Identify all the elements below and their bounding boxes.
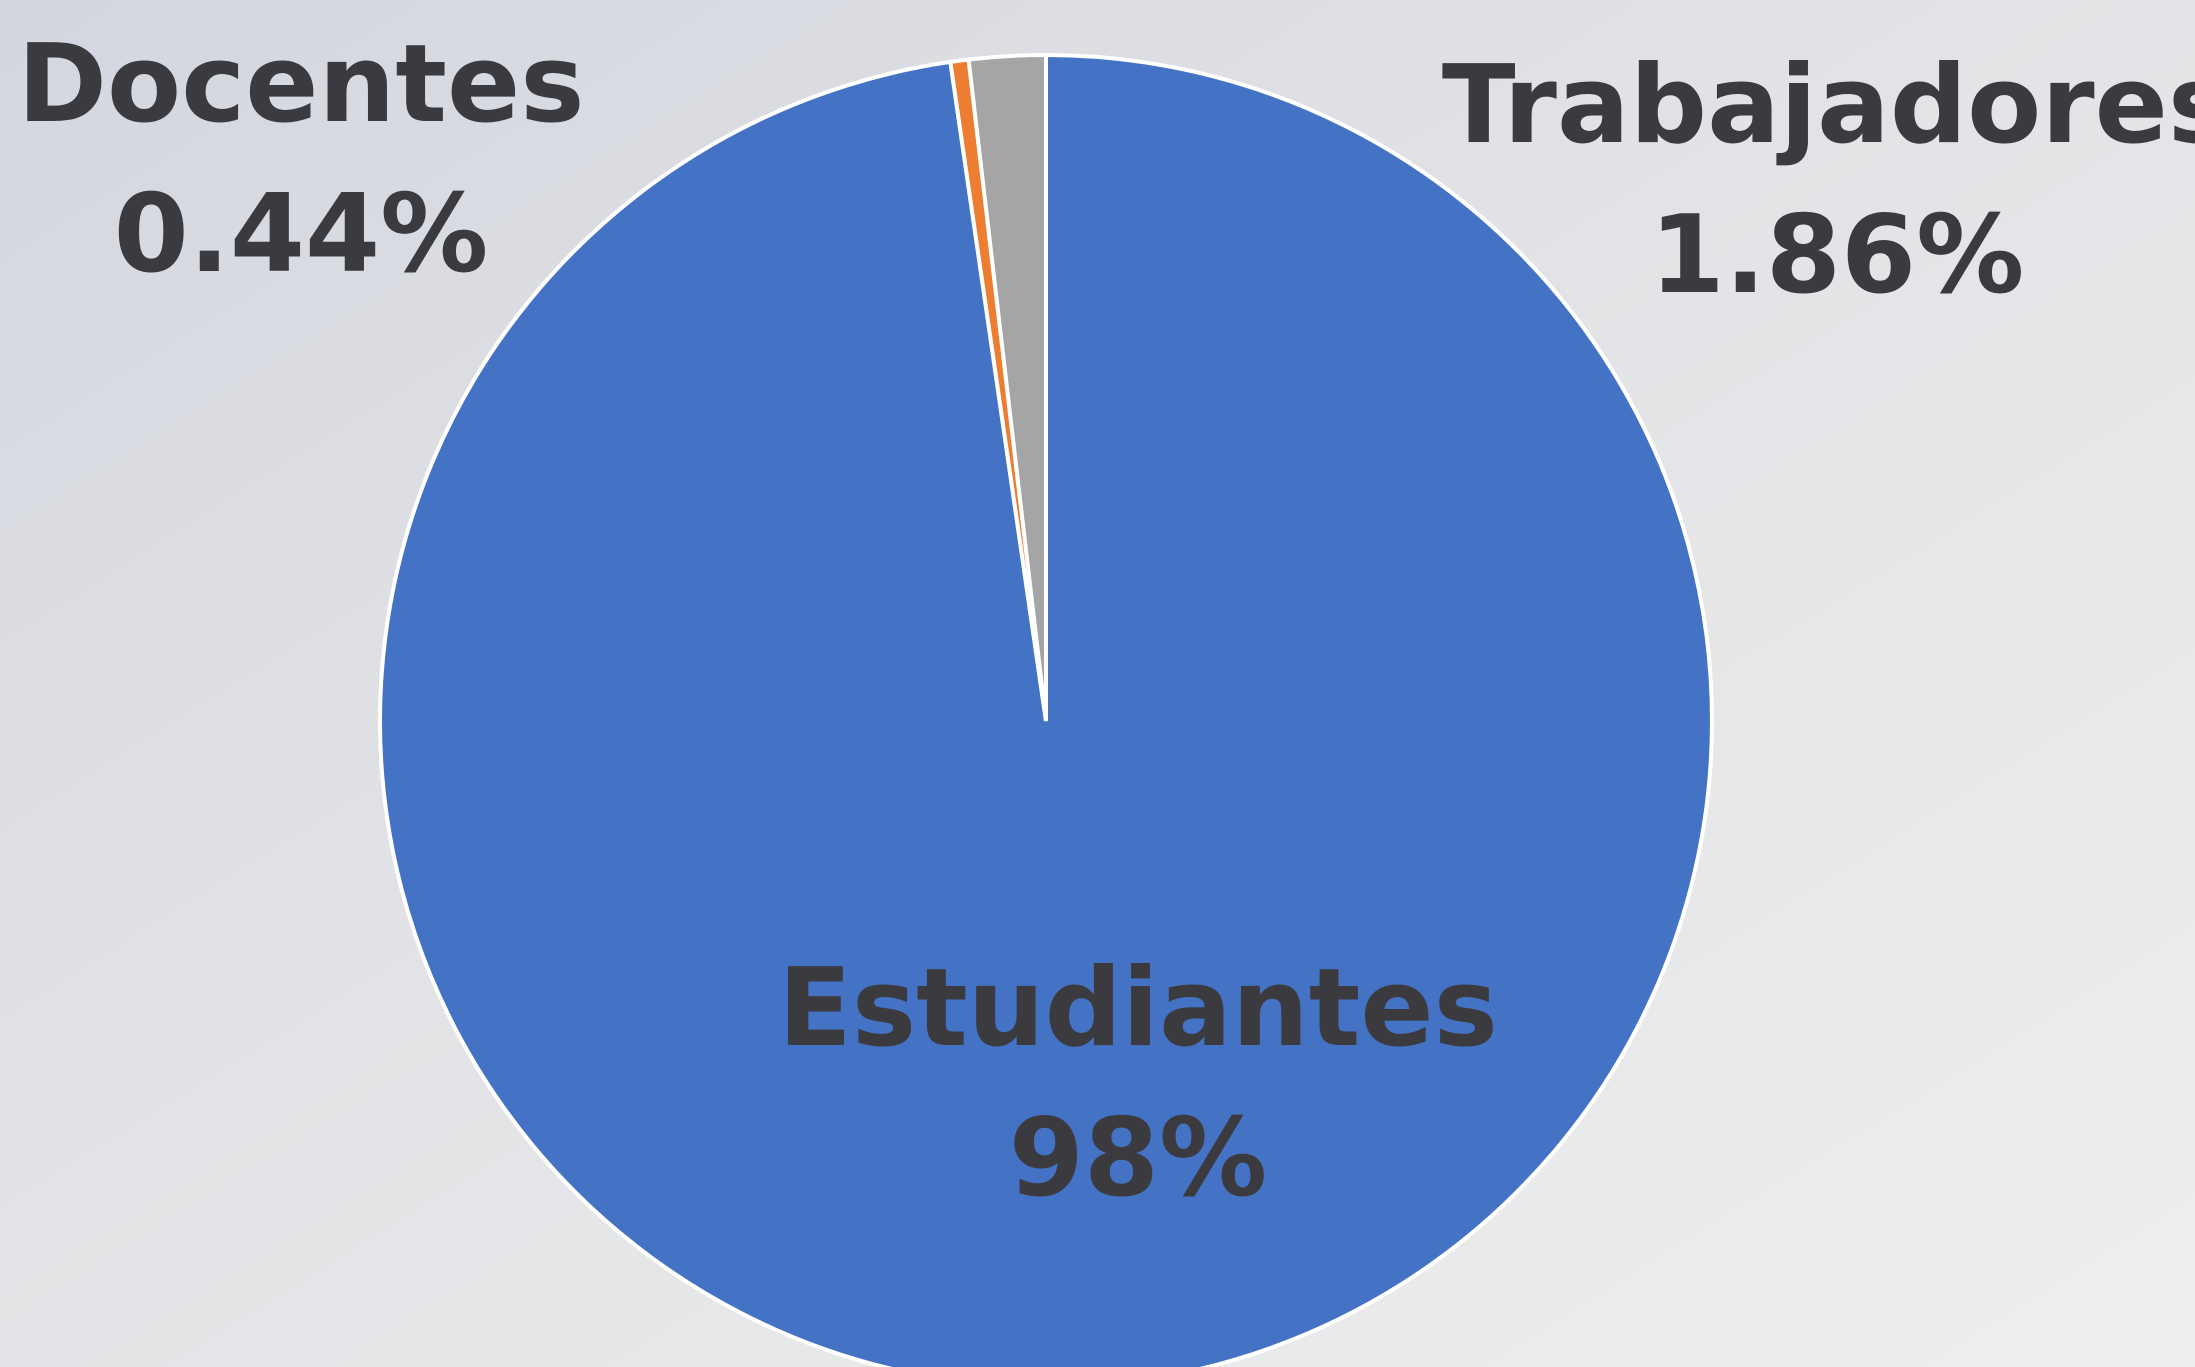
page: {"chart_data": {"type": "pie", "categori… [0,0,2195,1367]
category-label: Trabajadores [1442,43,2195,168]
category-label: Estudiantes [778,946,1498,1071]
value-label: 0.44% [114,172,489,297]
value-label: 1.86% [1650,193,2025,318]
value-label: 98% [1009,1096,1268,1221]
category-label: Docentes [17,22,584,147]
chart: Estudiantes 98% Docentes 0.44% Trabajadores 1… [0,0,2195,1367]
